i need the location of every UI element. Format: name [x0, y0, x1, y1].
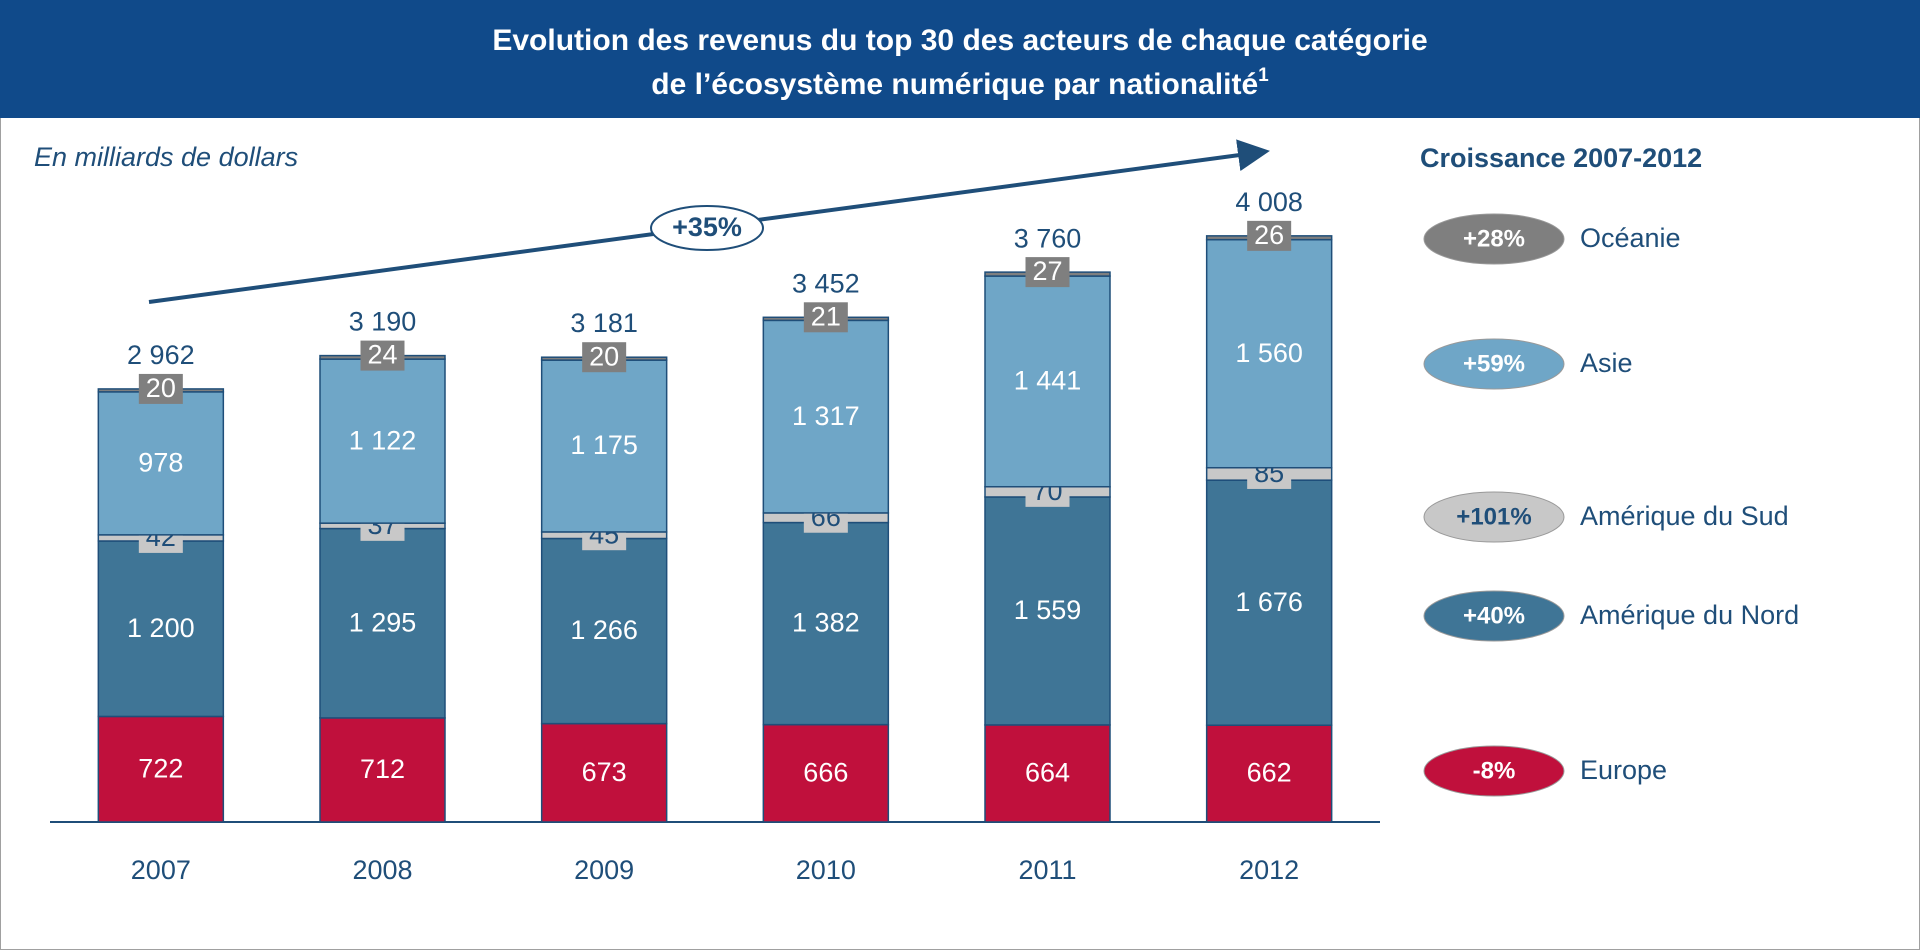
legend-growth: +28% — [1463, 225, 1525, 252]
value-label: 664 — [1025, 758, 1070, 788]
value-label: 1 175 — [570, 430, 638, 460]
bar-segment — [540, 722, 668, 823]
value-label: 26 — [1254, 220, 1284, 250]
bar-segment — [984, 496, 1111, 726]
bar-segment — [1205, 238, 1333, 469]
x-tick-label: 2010 — [796, 855, 856, 885]
bar-segment — [319, 527, 446, 719]
value-label: 722 — [138, 753, 183, 783]
bar-segment — [762, 723, 890, 823]
x-tick-label: 2011 — [1018, 855, 1076, 885]
bar-segment — [984, 275, 1111, 488]
total-label: 3 190 — [349, 307, 417, 337]
x-tick-label: 2008 — [352, 855, 412, 885]
legend-swatch — [1423, 745, 1565, 797]
total-label: 3 452 — [792, 268, 860, 298]
value-label: 1 676 — [1235, 587, 1303, 617]
trend-ellipse — [650, 205, 764, 251]
bar-segment — [1205, 479, 1333, 726]
bar-segment — [762, 319, 890, 514]
value-label: 1 317 — [792, 401, 860, 431]
chart-title-line: de l’écosystème numérique par nationalit… — [651, 65, 1269, 101]
legend-label: Océanie — [1580, 223, 1681, 253]
value-label: 1 560 — [1235, 338, 1303, 368]
value-label: 24 — [367, 340, 397, 370]
value-label: 712 — [360, 754, 405, 784]
value-label: 27 — [1032, 256, 1062, 286]
label-box — [582, 342, 627, 373]
label-box — [803, 302, 848, 333]
value-label: 1 441 — [1014, 366, 1082, 396]
total-label: 4 008 — [1235, 187, 1303, 217]
value-label: 666 — [803, 757, 848, 787]
value-label: 20 — [146, 373, 176, 403]
value-label: 1 266 — [570, 615, 638, 645]
annotation: +35% — [672, 212, 742, 242]
label-box — [360, 340, 405, 371]
label-box — [1247, 220, 1292, 251]
value-label: 1 295 — [349, 607, 417, 637]
value-label: 1 559 — [1014, 595, 1082, 625]
legend-swatch — [1423, 338, 1565, 390]
value-label: 673 — [582, 757, 627, 787]
legend-swatch — [1423, 491, 1565, 543]
legend-label: Amérique du Sud — [1580, 501, 1789, 531]
value-label: 1 122 — [349, 425, 417, 455]
label-box — [1025, 257, 1070, 288]
value-label: 1 200 — [127, 613, 195, 643]
legend-title: Croissance 2007-2012 — [1420, 143, 1702, 173]
legend-growth: +40% — [1463, 602, 1525, 629]
bar-segment — [540, 359, 668, 533]
bar-segment — [1205, 724, 1333, 823]
legend-growth: -8% — [1473, 757, 1516, 784]
total-label: 3 760 — [1014, 223, 1082, 253]
label-box — [138, 373, 183, 404]
title-sup: 1 — [1258, 65, 1269, 86]
total-label: 3 181 — [570, 308, 638, 338]
x-tick-label: 2009 — [574, 855, 634, 885]
legend-label: Amérique du Nord — [1580, 600, 1799, 630]
bar-segment — [97, 391, 225, 536]
legend-growth: +59% — [1463, 350, 1525, 377]
chart-title: Evolution des revenus du top 30 des acte… — [492, 24, 1427, 57]
value-label: 20 — [589, 341, 619, 371]
header — [0, 0, 1920, 118]
bar-segment — [319, 717, 446, 823]
legend-growth: +101% — [1456, 503, 1531, 530]
title-line2: de l’écosystème numérique par nationalit… — [651, 68, 1258, 101]
value-label: 662 — [1247, 758, 1292, 788]
subtitle: En milliards de dollars — [34, 142, 298, 172]
x-tick-label: 2007 — [131, 855, 191, 885]
bar-segment — [984, 724, 1111, 823]
value-label: 1 382 — [792, 608, 860, 638]
bar-segment — [762, 521, 890, 726]
bar-segment — [97, 715, 225, 823]
total-label: 2 962 — [127, 340, 195, 370]
value-label: 21 — [811, 301, 841, 331]
legend-swatch — [1423, 213, 1565, 265]
legend-label: Asie — [1580, 348, 1633, 378]
value-label: 978 — [138, 447, 183, 477]
legend-swatch — [1423, 590, 1565, 642]
bar-segment — [319, 358, 446, 524]
legend-label: Europe — [1580, 755, 1667, 785]
x-tick-label: 2012 — [1239, 855, 1299, 885]
